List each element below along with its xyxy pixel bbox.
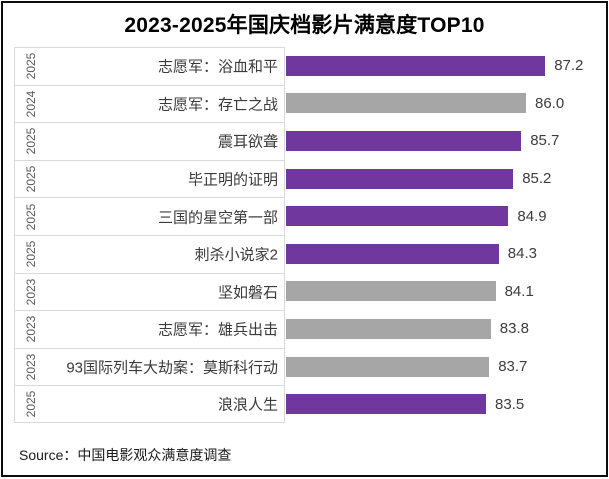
value-label: 84.9 (517, 207, 547, 225)
bar-cell: 85.7 (285, 122, 604, 160)
year-axis-label: 2023 (24, 353, 38, 381)
chart-row: 2025 震耳欲聋 85.7 (14, 122, 604, 160)
bar-cell: 84.3 (285, 235, 604, 273)
category-label-cell: 2024 志愿军：存亡之战 (14, 84, 285, 123)
bar-cell: 86.0 (285, 85, 604, 123)
category-label-cell: 2023 93国际列车大劫案：莫斯科行动 (14, 347, 285, 386)
category-label-cell: 2023 坚如磐石 (14, 272, 285, 311)
chart-row: 2024 志愿军：存亡之战 86.0 (14, 84, 604, 123)
year-axis-label: 2025 (24, 240, 38, 268)
movie-title-label: 志愿军：浴血和平 (157, 58, 278, 76)
satisfaction-bar (286, 394, 486, 415)
year-axis-label: 2025 (24, 52, 38, 80)
satisfaction-bar (286, 168, 514, 189)
bar-cell: 85.2 (285, 160, 604, 198)
chart-row: 2025 三国的星空第一部 84.9 (14, 197, 604, 235)
chart-row: 2023 志愿军：雄兵出击 83.8 (14, 310, 604, 348)
category-label-cell: 2025 三国的星空第一部 (14, 197, 285, 235)
movie-title-label: 浪浪人生 (217, 396, 278, 414)
movie-title-label: 93国际列车大劫案：莫斯科行动 (66, 359, 278, 377)
value-label: 85.7 (530, 132, 560, 150)
bar-chart-plot-area: 2025 志愿军：浴血和平 87.2 2024 志愿军：存亡之战 86.0 20… (14, 47, 604, 423)
bar-cell: 87.2 (285, 47, 604, 85)
source-note: Source：中国电影观众满意度调查 (19, 447, 232, 463)
category-label-cell: 2025 毕正明的证明 (14, 159, 285, 198)
movie-title-label: 志愿军：存亡之战 (157, 96, 278, 114)
year-axis-label: 2025 (24, 128, 38, 155)
bar-cell: 83.5 (285, 385, 604, 423)
satisfaction-bar (286, 281, 496, 302)
chart-row: 2025 志愿军：浴血和平 87.2 (14, 47, 604, 85)
satisfaction-bar (286, 130, 522, 151)
movie-title-label: 刺杀小说家2 (194, 246, 278, 264)
value-label: 85.2 (522, 170, 552, 188)
value-label: 83.8 (499, 320, 529, 338)
satisfaction-bar (286, 318, 491, 339)
bar-cell: 84.9 (285, 197, 604, 235)
movie-title-label: 坚如磐石 (217, 284, 278, 302)
bar-cell: 84.1 (285, 273, 604, 311)
movie-title-label: 毕正明的证明 (187, 171, 278, 189)
year-axis-label: 2023 (24, 278, 38, 306)
value-label: 83.5 (495, 395, 525, 413)
chart-row: 2023 93国际列车大劫案：莫斯科行动 83.7 (14, 347, 604, 386)
chart-row: 2025 浪浪人生 83.5 (14, 385, 604, 423)
category-label-cell: 2025 志愿军：浴血和平 (14, 47, 285, 85)
satisfaction-bar (286, 55, 546, 76)
category-label-cell: 2023 志愿军：雄兵出击 (14, 310, 285, 348)
satisfaction-bar (286, 93, 526, 114)
bar-cell: 83.8 (285, 310, 604, 348)
movie-title-label: 震耳欲聋 (217, 133, 278, 151)
chart-row: 2025 刺杀小说家2 84.3 (14, 234, 604, 273)
value-label: 84.1 (504, 282, 534, 300)
movie-title-label: 志愿军：雄兵出击 (157, 321, 278, 339)
satisfaction-bar (286, 243, 499, 264)
bar-cell: 83.7 (285, 348, 604, 386)
category-label-cell: 2025 刺杀小说家2 (14, 234, 285, 273)
value-label: 87.2 (554, 57, 584, 75)
category-label-cell: 2025 震耳欲聋 (14, 122, 285, 160)
chart-row: 2023 坚如磐石 84.1 (14, 272, 604, 311)
satisfaction-bar (286, 356, 490, 377)
year-axis-label: 2023 (24, 316, 38, 343)
chart-title: 2023-2025年国庆档影片满意度TOP10 (124, 14, 485, 37)
satisfaction-bar (286, 206, 509, 227)
value-label: 83.7 (498, 358, 528, 376)
category-label-cell: 2025 浪浪人生 (14, 385, 285, 423)
year-axis-label: 2025 (24, 165, 38, 193)
chart-row: 2025 毕正明的证明 85.2 (14, 159, 604, 198)
movie-title-label: 三国的星空第一部 (157, 209, 278, 227)
value-label: 84.3 (507, 245, 537, 263)
year-axis-label: 2025 (24, 203, 38, 231)
year-axis-label: 2024 (24, 90, 38, 118)
year-axis-label: 2025 (24, 390, 38, 418)
value-label: 86.0 (535, 94, 565, 112)
